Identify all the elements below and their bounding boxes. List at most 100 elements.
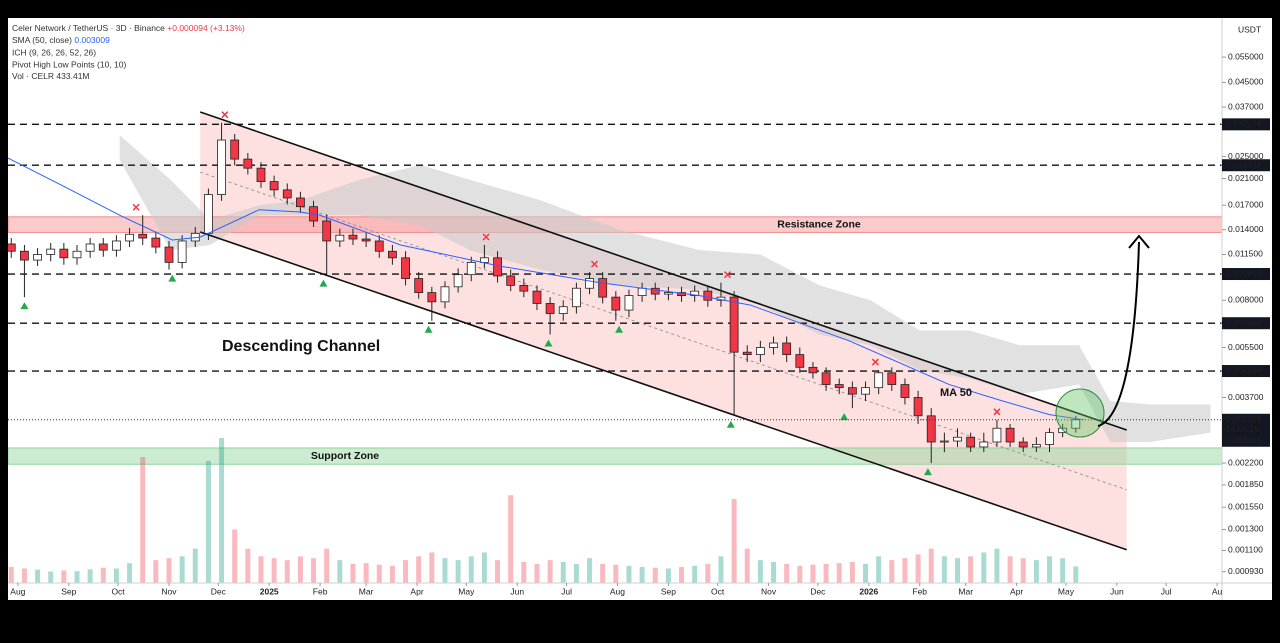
candle-body	[335, 234, 345, 242]
volume-bar	[692, 565, 698, 583]
x-tick-label: Feb	[912, 586, 927, 596]
y-tick-label: 0.017000	[1228, 199, 1264, 209]
candle-body	[585, 278, 594, 289]
y-tick-label: 0.014000	[1228, 224, 1264, 234]
pivot-low	[20, 302, 29, 310]
x-tick-label: Sep	[61, 586, 76, 596]
volume-bar	[955, 558, 961, 583]
x-tick-label: May	[458, 586, 475, 596]
candle-body	[269, 181, 279, 191]
candle-body	[59, 248, 69, 259]
volume-bar	[1073, 566, 1079, 583]
second-price-box	[1222, 434, 1270, 447]
volume-bar	[613, 564, 619, 583]
volume-bar	[560, 562, 566, 583]
sma-value: 0.003009	[74, 35, 110, 45]
candle-body	[256, 167, 266, 182]
header-line: Celer Network / TetherUS · 3D · Binance …	[12, 23, 245, 33]
last-price-label: 0.003101	[1226, 414, 1262, 424]
candle-body	[282, 189, 292, 199]
candle-body	[374, 240, 384, 252]
y-tick-label: 0.005500	[1228, 342, 1264, 352]
candle-body	[388, 250, 397, 259]
level-label-box	[1222, 268, 1270, 281]
volume-bar	[863, 563, 869, 583]
x-tick-label: Apr	[1010, 586, 1023, 596]
volume-bar	[48, 571, 54, 583]
volume-bar	[153, 560, 159, 583]
volume-bar	[994, 548, 1000, 583]
y-tick-label: 0.003700	[1228, 392, 1264, 402]
candle-body	[782, 342, 792, 355]
channel-middle	[200, 171, 1127, 491]
zone	[8, 447, 1222, 465]
sma-label: SMA (50, close)	[12, 35, 72, 45]
x-tick-label: 2025	[260, 586, 279, 596]
candle-body	[663, 292, 673, 295]
volume-bar	[521, 562, 527, 583]
chart-background	[8, 18, 1272, 600]
x-tick-label: Aug	[10, 586, 25, 596]
volume-bar	[1033, 560, 1039, 583]
y-tick-label: 0.001850	[1228, 479, 1264, 489]
y-tick-label: 0.008000	[1228, 295, 1264, 305]
candle-body	[755, 347, 765, 355]
candle-body	[939, 440, 949, 443]
level-label: 0.032274	[1226, 119, 1262, 129]
y-tick-label: 0.001100	[1228, 545, 1263, 555]
candle-body	[230, 139, 240, 160]
candle-body	[1005, 427, 1015, 443]
header: Celer Network / TetherUS · 3D · Binance …	[12, 23, 1261, 81]
level-label: 0.023338	[1226, 159, 1262, 169]
candle-body	[637, 287, 647, 297]
volume-bar	[337, 560, 343, 583]
candle-body	[85, 243, 95, 252]
volume-bar	[1047, 556, 1053, 583]
candle-body	[979, 441, 989, 448]
pivot-high	[723, 271, 732, 279]
x-tick-label: Mar	[359, 586, 374, 596]
volume-bar	[74, 571, 80, 583]
candle-body	[519, 284, 529, 292]
candle-body	[401, 257, 410, 279]
volume-bar	[626, 565, 632, 583]
y-tick-label: 0.055000	[1228, 51, 1264, 61]
ich-label: ICH (9, 26, 26, 52, 26)	[12, 47, 96, 57]
candle-body	[795, 354, 805, 368]
candle-body	[532, 290, 542, 304]
price-change: +0.000094 (+3.13%)	[167, 23, 245, 33]
volume-bar	[245, 548, 251, 583]
candle-body	[861, 387, 870, 395]
candle-body	[322, 220, 332, 242]
pivot-high	[482, 233, 490, 241]
axes: 0.055000 0.045000 0.037000 0.025000 0.021000…	[10, 51, 1270, 596]
volume-bar	[140, 457, 146, 583]
ma-annotation: MA 50	[940, 387, 972, 399]
projection-arrow	[1097, 241, 1140, 427]
volume-bar	[941, 556, 947, 583]
candle-body	[769, 342, 778, 348]
volume-bar	[8, 566, 14, 583]
symbol-title: Celer Network / TetherUS · 3D · Binance	[12, 23, 165, 33]
pivot-low	[168, 274, 177, 282]
candle-body	[703, 290, 713, 301]
candle-body	[164, 246, 174, 263]
volume-bar	[284, 560, 290, 583]
countdown-label: 14:55:15	[1226, 424, 1259, 434]
arrow-head	[1128, 234, 1150, 249]
y-tick-label: 0.001550	[1228, 501, 1264, 511]
volume-bar	[547, 560, 553, 583]
x-tick-label: May	[1058, 586, 1075, 596]
volume-bar	[376, 564, 382, 583]
volume-bar	[350, 563, 356, 583]
candle-body	[361, 238, 371, 242]
candle-body	[729, 296, 739, 353]
candle-body	[112, 240, 121, 251]
volume-bar	[876, 556, 882, 583]
second-price-label: 0.003056	[1226, 435, 1262, 445]
sma-line	[8, 157, 1085, 421]
candle-body	[453, 274, 463, 288]
x-tick-label: Jun	[1110, 586, 1124, 596]
